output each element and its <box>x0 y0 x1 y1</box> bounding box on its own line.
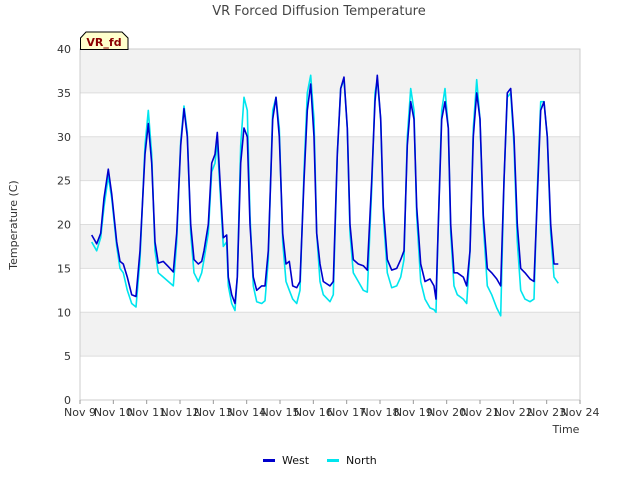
x-tick-label: Nov 15 <box>261 406 300 419</box>
x-tick-label: Nov 16 <box>294 406 333 419</box>
series-line-north <box>91 74 559 317</box>
x-tick-label: Nov 18 <box>361 406 400 419</box>
legend-swatch-west <box>263 459 275 462</box>
plot-band <box>80 136 580 181</box>
x-axis-label: Time <box>552 423 580 436</box>
y-tick-label: 30 <box>57 131 71 144</box>
x-tick-label: Nov 21 <box>461 406 500 419</box>
y-tick-label: 40 <box>57 43 71 56</box>
x-tick-label: Nov 14 <box>227 406 266 419</box>
y-tick-label: 10 <box>57 306 71 319</box>
badge-label: VR_fd <box>86 36 121 49</box>
plot-frame <box>79 48 581 401</box>
x-tick-label: Nov 12 <box>161 406 200 419</box>
y-tick-label: 0 <box>64 394 71 407</box>
y-tick-label: 20 <box>57 219 71 232</box>
x-tick-label: Nov 17 <box>327 406 366 419</box>
y-ticks: 0 5 10 15 20 25 30 35 40 <box>57 43 71 407</box>
y-tick-label: 35 <box>57 87 71 100</box>
legend-swatch-north <box>327 459 339 462</box>
legend-label-west: West <box>282 454 310 467</box>
y-tick-label: 5 <box>64 350 71 363</box>
x-tick-label: Nov 19 <box>394 406 433 419</box>
vr-fd-badge: VR_fd <box>80 31 129 50</box>
series-line-west <box>91 74 559 305</box>
y-tick-label: 25 <box>57 175 71 188</box>
x-tick-label: Nov 13 <box>194 406 233 419</box>
plot-band <box>80 312 580 357</box>
x-tick-label: Nov 9 <box>64 406 96 419</box>
y-axis-label: Temperature (C) <box>7 180 20 270</box>
legend: West North <box>263 454 377 467</box>
legend-label-north: North <box>346 454 377 467</box>
plot-band <box>80 49 580 93</box>
x-tick-label: Nov 22 <box>494 406 533 419</box>
x-tick-label: Nov 23 <box>527 406 566 419</box>
grid-lines <box>80 48 580 401</box>
chart-title: VR Forced Diffusion Temperature <box>212 4 426 19</box>
plot-bands <box>80 49 580 357</box>
x-tick-label: Nov 10 <box>94 406 133 419</box>
series-lines <box>91 74 559 317</box>
y-tick-label: 15 <box>57 262 71 275</box>
x-tick-label: Nov 20 <box>427 406 466 419</box>
x-tick-label: Nov 24 <box>561 406 600 419</box>
x-tick-label: Nov 11 <box>127 406 166 419</box>
